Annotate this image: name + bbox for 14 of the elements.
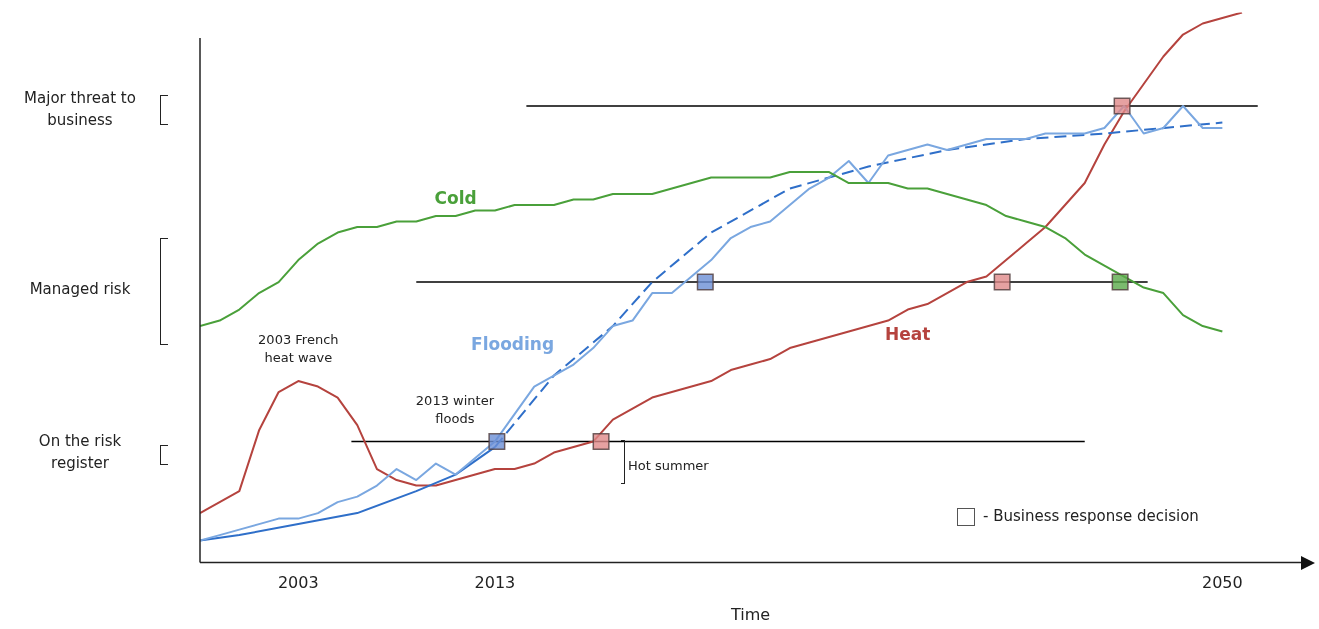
x-tick-label: 2013: [474, 573, 516, 593]
text: On the risk register: [38, 431, 122, 472]
annotation: - Business response decision: [983, 506, 1199, 525]
series-label: Heat: [885, 323, 931, 344]
text: Major threat to business: [24, 88, 136, 129]
x-axis-title: Time: [729, 604, 771, 624]
series-label: Flooding: [471, 334, 555, 355]
series-label: Cold: [434, 188, 477, 209]
annotation: Hot summer: [628, 458, 710, 474]
text: Managed risk: [29, 279, 131, 298]
x-tick-label: 2050: [1202, 573, 1243, 593]
annotation: 2013 winter floods: [415, 392, 495, 426]
annotation: 2003 French heat wave: [258, 332, 339, 366]
x-tick-label: 2003: [277, 573, 319, 593]
